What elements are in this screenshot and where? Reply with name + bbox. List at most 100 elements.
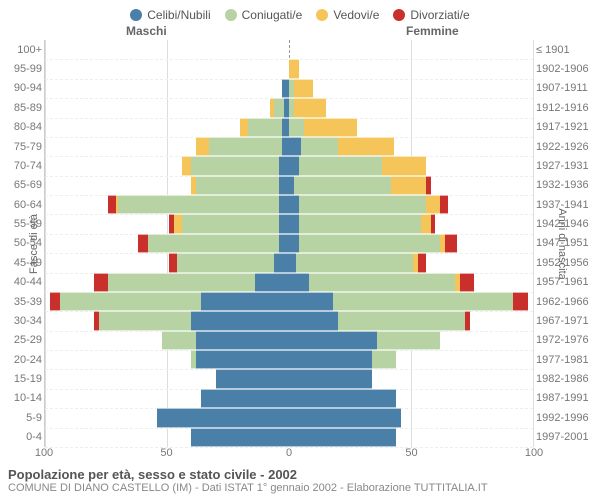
male-half bbox=[45, 98, 289, 117]
bar-row bbox=[45, 195, 533, 214]
bar-segment bbox=[289, 234, 299, 253]
x-tick: 0 bbox=[286, 447, 292, 459]
bar-row bbox=[45, 40, 533, 59]
bar-row bbox=[45, 98, 533, 117]
bar-row bbox=[45, 79, 533, 98]
bar-segment bbox=[196, 331, 289, 350]
bar-segment bbox=[372, 350, 396, 369]
age-tick: 10-14 bbox=[6, 389, 44, 408]
bar-segment bbox=[279, 214, 289, 233]
bar-segment bbox=[289, 59, 299, 78]
bar-segment bbox=[279, 234, 289, 253]
bar-segment bbox=[289, 369, 372, 388]
age-tick: 75-79 bbox=[6, 137, 44, 156]
bar-row bbox=[45, 331, 533, 350]
bar-row bbox=[45, 369, 533, 388]
male-half bbox=[45, 118, 289, 137]
age-tick: 0-4 bbox=[6, 428, 44, 447]
bar-segment bbox=[289, 214, 299, 233]
bar-segment bbox=[289, 118, 304, 137]
bar-segment bbox=[108, 195, 115, 214]
bars-area bbox=[44, 40, 534, 447]
bar-segment bbox=[299, 234, 441, 253]
male-half bbox=[45, 311, 289, 330]
birthyear-tick: 1902-1906 bbox=[534, 59, 594, 78]
bar-segment bbox=[282, 79, 289, 98]
female-half bbox=[289, 156, 533, 175]
bar-segment bbox=[50, 292, 60, 311]
legend-label: Celibi/Nubili bbox=[147, 8, 210, 22]
bar-segment bbox=[289, 389, 396, 408]
bar-segment bbox=[169, 253, 176, 272]
bar-segment bbox=[282, 137, 289, 156]
age-tick: 70-74 bbox=[6, 156, 44, 175]
plot-area: Fasce di età Anni di nascita 100+95-9990… bbox=[6, 40, 594, 447]
gridline-v bbox=[533, 40, 534, 447]
bar-row bbox=[45, 118, 533, 137]
label-male: Maschi bbox=[126, 24, 167, 38]
bar-row bbox=[45, 156, 533, 175]
female-half bbox=[289, 234, 533, 253]
bar-segment bbox=[294, 176, 392, 195]
bar-segment bbox=[418, 253, 425, 272]
age-tick: 25-29 bbox=[6, 331, 44, 350]
male-half bbox=[45, 176, 289, 195]
birthyear-tick: ≤ 1901 bbox=[534, 40, 594, 59]
bar-segment bbox=[162, 331, 196, 350]
female-half bbox=[289, 350, 533, 369]
female-half bbox=[289, 292, 533, 311]
bar-row bbox=[45, 234, 533, 253]
age-tick: 40-44 bbox=[6, 273, 44, 292]
chart-footer: Popolazione per età, sesso e stato civil… bbox=[0, 463, 600, 500]
bar-segment bbox=[240, 118, 247, 137]
y-axis-label-left: Fasce di età bbox=[28, 214, 40, 274]
male-half bbox=[45, 137, 289, 156]
age-tick: 85-89 bbox=[6, 98, 44, 117]
bar-segment bbox=[274, 98, 284, 117]
bar-segment bbox=[279, 156, 289, 175]
male-half bbox=[45, 156, 289, 175]
bar-row bbox=[45, 59, 533, 78]
age-tick: 100+ bbox=[6, 40, 44, 59]
legend-swatch bbox=[130, 9, 142, 21]
male-half bbox=[45, 369, 289, 388]
x-ticks: 10050050100 bbox=[44, 447, 534, 463]
bar-segment bbox=[465, 311, 470, 330]
male-half bbox=[45, 273, 289, 292]
bar-segment bbox=[216, 369, 289, 388]
bar-row bbox=[45, 273, 533, 292]
female-half bbox=[289, 79, 533, 98]
birthyear-tick: 1912-1916 bbox=[534, 98, 594, 117]
legend-label: Vedovi/e bbox=[333, 8, 379, 22]
birthyear-tick: 1972-1976 bbox=[534, 331, 594, 350]
female-half bbox=[289, 98, 533, 117]
bar-segment bbox=[196, 137, 208, 156]
legend-swatch bbox=[225, 9, 237, 21]
bar-segment bbox=[513, 292, 528, 311]
female-half bbox=[289, 253, 533, 272]
bar-segment bbox=[289, 156, 299, 175]
birthyear-tick: 1932-1936 bbox=[534, 176, 594, 195]
age-tick: 15-19 bbox=[6, 369, 44, 388]
male-half bbox=[45, 350, 289, 369]
bar-segment bbox=[289, 273, 309, 292]
x-tick: 50 bbox=[405, 447, 417, 459]
bar-segment bbox=[382, 156, 426, 175]
bar-segment bbox=[289, 350, 372, 369]
age-tick: 95-99 bbox=[6, 59, 44, 78]
bar-segment bbox=[289, 292, 333, 311]
bar-segment bbox=[426, 176, 431, 195]
bar-segment bbox=[191, 311, 289, 330]
bar-segment bbox=[182, 214, 280, 233]
bar-segment bbox=[299, 195, 426, 214]
legend-item: Vedovi/e bbox=[316, 8, 379, 22]
bar-row bbox=[45, 253, 533, 272]
male-half bbox=[45, 214, 289, 233]
bar-segment bbox=[294, 98, 326, 117]
female-half bbox=[289, 408, 533, 427]
bar-segment bbox=[99, 311, 192, 330]
y-axis-label-right: Anni di nascita bbox=[556, 208, 568, 280]
bar-segment bbox=[196, 350, 289, 369]
female-half bbox=[289, 59, 533, 78]
birthyear-tick: 1967-1971 bbox=[534, 311, 594, 330]
